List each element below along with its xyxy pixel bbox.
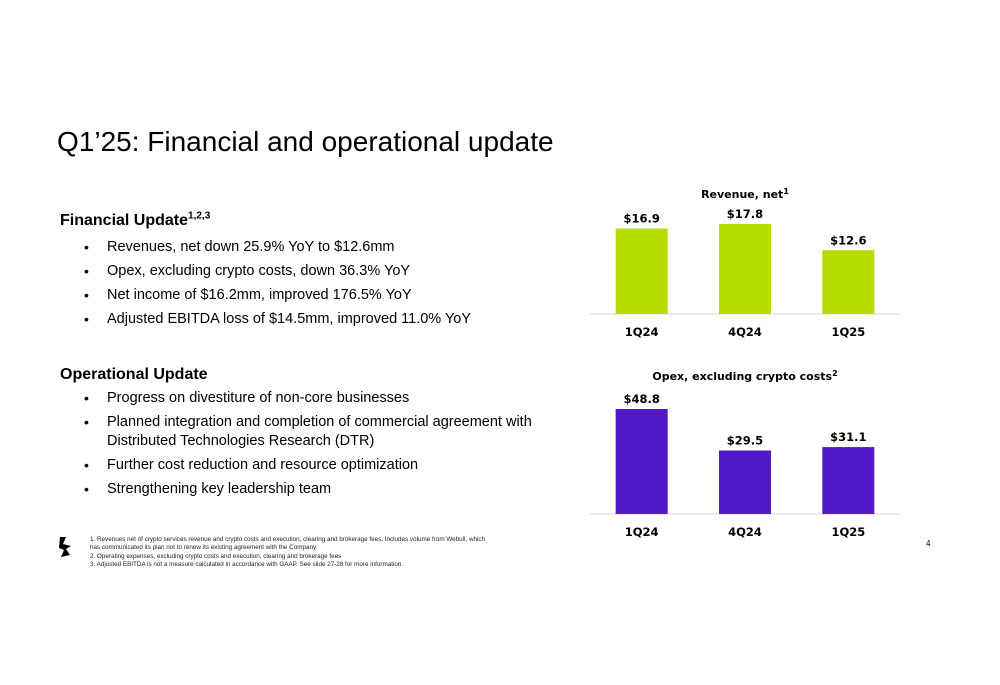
footnote: 2. Operating expenses, excluding crypto … [90,552,342,560]
category-label: 1Q25 [831,525,865,539]
operational-update-heading: Operational Update [60,366,208,383]
data-label: $48.8 [623,392,659,406]
data-label: $16.9 [623,212,659,226]
chart-title-footnote-ref: 1 [783,187,789,196]
financial-bullet: Opex, excluding crypto costs, down 36.3%… [80,262,560,281]
operational-bullet: Further cost reduction and resource opti… [80,456,560,475]
chart-title: Revenue, net1 [701,187,789,201]
bar [719,450,771,514]
category-label: 4Q24 [728,325,762,339]
revenue-bar-chart: Revenue, net1 $16.9 1Q24 $17.8 4Q24 $12.6 1Q25 [590,187,900,339]
footnote: 3. Adjusted EBITDA is not a measure calc… [90,561,404,569]
revenue-chart: Revenue, net1 $16.9 1Q24 $17.8 4Q24 $12.6 1Q25 [590,185,900,350]
footnote: 1. Revenues net of crypto services reven… [90,536,486,543]
page-number: 4 [926,539,931,548]
bakkt-logo-icon [57,536,75,563]
bar [615,228,668,314]
operational-bullet: Progress on divestiture of non-core busi… [80,389,560,408]
operational-update-list: Progress on divestiture of non-core busi… [80,389,560,504]
data-label: $29.5 [727,434,763,448]
financial-update-list: Revenues, net down 25.9% YoY to $12.6mm … [80,238,560,334]
opex-chart: Opex, excluding crypto costs2 $48.8 1Q24 $2… [590,366,900,546]
data-label: $12.6 [830,233,866,247]
bar [615,409,668,514]
category-label: 4Q24 [728,525,762,539]
opex-bar-chart: Opex, excluding crypto costs2 $48.8 1Q24 $2… [590,369,900,539]
bar [719,224,771,314]
operational-bullet: Planned integration and completion of co… [80,413,560,451]
category-label: 1Q24 [625,525,659,539]
chart-title-text: Revenue, net [701,188,783,201]
operational-bullet: Strengthening key leadership team [80,480,560,499]
financial-bullet: Revenues, net down 25.9% YoY to $12.6mm [80,238,560,257]
financial-update-heading: Financial Update1,2,3 [60,210,211,230]
chart-title-text: Opex, excluding crypto costs [652,370,832,383]
data-label: $31.1 [830,430,866,444]
footnote: has communicated its plan not to renew i… [90,544,318,552]
chart-title-footnote-ref: 2 [832,369,838,378]
slide-title: Q1’25: Financial and operational update [57,126,554,157]
bar [822,250,875,314]
financial-update-footnote-ref: 1,2,3 [188,210,211,222]
chart-title: Opex, excluding crypto costs2 [652,369,837,383]
data-label: $17.8 [727,207,763,221]
financial-update-heading-text: Financial Update [60,212,189,229]
footnotes: 1. Revenues net of crypto services reven… [90,536,580,570]
category-label: 1Q25 [831,325,865,339]
financial-bullet: Adjusted EBITDA loss of $14.5mm, improve… [80,310,560,329]
category-label: 1Q24 [625,325,659,339]
bar [822,447,875,514]
financial-bullet: Net income of $16.2mm, improved 176.5% Y… [80,286,560,305]
